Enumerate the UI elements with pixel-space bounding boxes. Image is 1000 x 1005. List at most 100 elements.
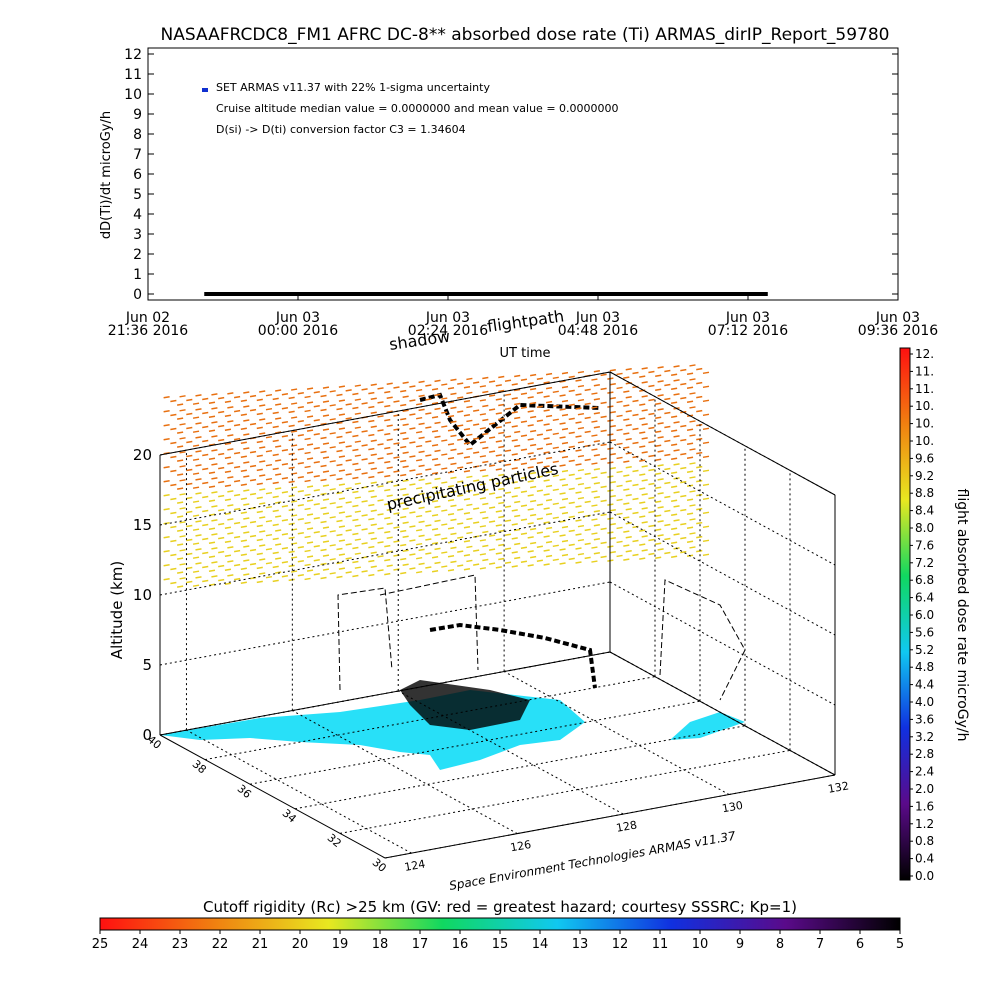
particle-dash (224, 484, 232, 488)
particle-dash (192, 542, 200, 545)
particle-dash (186, 440, 193, 444)
particle-dash (275, 571, 282, 574)
particle-dash (495, 398, 502, 401)
particle-dash (192, 584, 200, 587)
particle-dash (680, 550, 687, 554)
particle-dash (689, 378, 696, 381)
particle-dash (290, 388, 298, 391)
particle-dash (591, 434, 598, 437)
particle-dash (641, 535, 648, 538)
particle-dash (479, 469, 487, 472)
particle-dash (386, 396, 393, 400)
particle-dash (243, 405, 250, 408)
particle-dash (696, 423, 703, 427)
x-tick-label: 02:24 2016 (408, 323, 489, 339)
particle-dash (306, 443, 314, 446)
particle-dash (520, 490, 528, 493)
particle-dash (336, 477, 343, 481)
particle-dash (202, 481, 209, 485)
particle-dash (345, 403, 352, 406)
particle-dash (275, 543, 282, 546)
particle-dash (670, 429, 678, 432)
particle-dash (520, 518, 528, 521)
particle-dash (495, 426, 502, 429)
particle-dash (482, 432, 489, 436)
particle-dash (202, 537, 209, 541)
particle-dash (466, 461, 473, 465)
particle-dash (434, 463, 441, 467)
particle-dash (641, 367, 648, 370)
particle-dash (186, 398, 193, 402)
colorbar-tick-label: 9.6 (915, 451, 934, 465)
particle-dash (304, 521, 311, 525)
particle-dash (384, 488, 391, 492)
particle-dash (591, 490, 598, 493)
particle-dash (370, 425, 377, 428)
particle-dash (689, 476, 696, 479)
particle-dash (575, 505, 582, 508)
colorbar-tick-label: 6.0 (915, 608, 934, 622)
particle-dash (186, 496, 193, 500)
particle-dash (466, 559, 473, 563)
particle-dash (657, 408, 664, 411)
particle-dash (431, 541, 439, 545)
particle-dash (450, 392, 457, 396)
particle-dash (623, 460, 630, 463)
particle-dash (657, 422, 664, 425)
colorbar-tick-label: 20 (292, 937, 309, 952)
particle-dash (625, 550, 632, 553)
particle-dash (609, 495, 616, 498)
particle-dash (600, 401, 607, 405)
particle-dash (552, 502, 559, 506)
particle-dash (530, 527, 537, 531)
particle-dash (561, 483, 569, 487)
particle-dash (329, 418, 336, 421)
particle-dash (530, 485, 537, 489)
particle-dash (673, 505, 680, 508)
x-tick-label: Jun 03 (725, 310, 770, 326)
particle-dash (418, 506, 425, 510)
particle-dash (632, 483, 639, 487)
particle-dash (425, 496, 432, 499)
particle-dash (639, 501, 646, 504)
particle-dash (543, 437, 550, 440)
particle-dash (192, 570, 200, 573)
particle-dash (648, 398, 655, 402)
particle-dash (504, 547, 512, 550)
particle-dash (536, 461, 544, 465)
particle-dash (336, 407, 343, 411)
colorbar-tick-label: 19 (332, 937, 349, 952)
particle-dash (233, 493, 241, 497)
particle-dash (249, 478, 257, 482)
particle-dash (447, 541, 455, 544)
particle-dash (434, 407, 441, 411)
z-tick-label: 10 (133, 586, 152, 604)
particle-dash (584, 430, 591, 434)
particle-dash (514, 542, 521, 546)
particle-dash (473, 479, 480, 482)
particle-dash (249, 520, 257, 524)
particle-dash (211, 407, 218, 410)
particle-dash (224, 554, 232, 558)
particle-dash (224, 442, 232, 446)
particle-dash (616, 484, 623, 488)
particle-dash (425, 426, 432, 429)
particle-dash (179, 423, 186, 426)
particle-dash (664, 481, 671, 485)
particle-dash (297, 434, 304, 437)
particle-dash (577, 412, 585, 416)
colorbar-title: Cutoff rigidity (Rc) >25 km (GV: red = g… (203, 898, 797, 916)
particle-dash (495, 510, 502, 513)
particle-dash (673, 393, 680, 396)
particle-dash (447, 457, 455, 460)
particle-dash (418, 408, 425, 412)
particle-dash (384, 502, 391, 506)
particle-dash (504, 421, 512, 424)
particle-dash (416, 430, 423, 434)
particle-dash (211, 519, 218, 522)
particle-dash (211, 449, 218, 452)
particle-dash (400, 417, 407, 421)
particle-dash (227, 448, 234, 451)
particle-dash (288, 438, 295, 442)
particle-dash (696, 507, 703, 511)
